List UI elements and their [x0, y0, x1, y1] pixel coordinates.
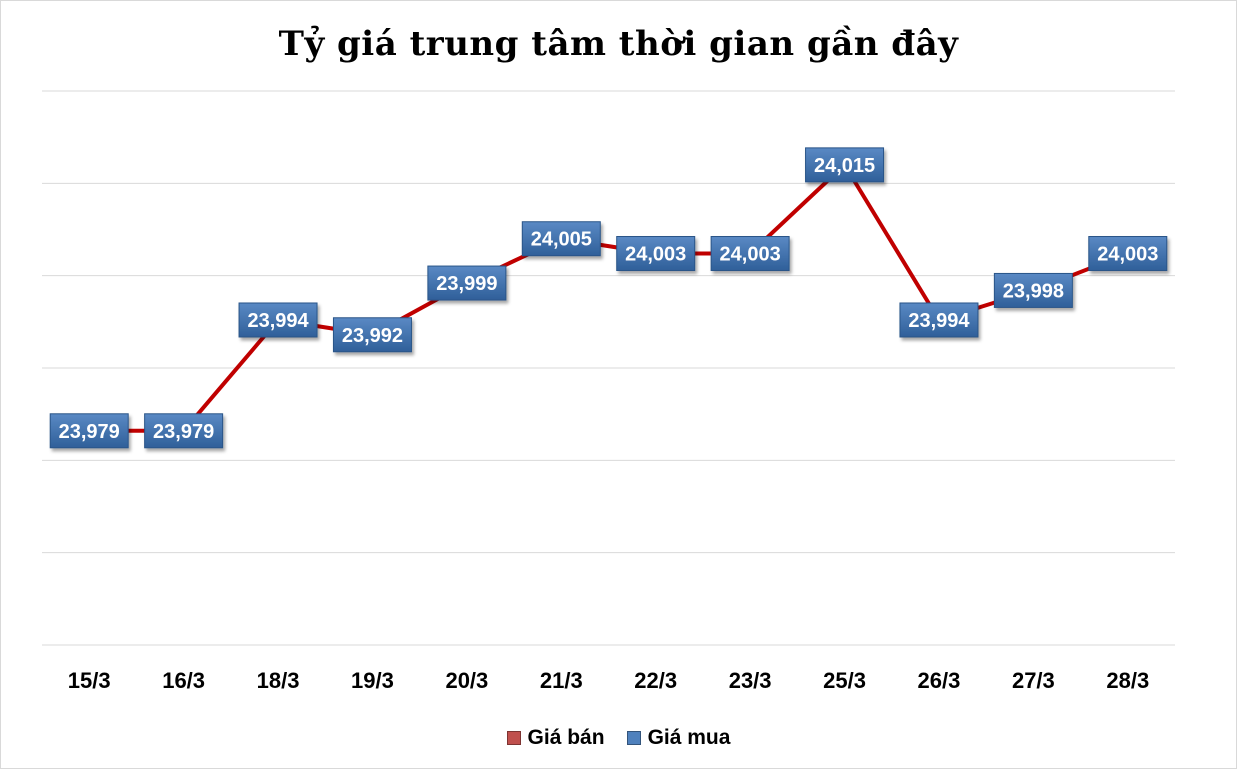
legend-swatch-gia-ban: [506, 731, 521, 745]
x-tick-label: 15/3: [68, 668, 111, 693]
data-label-box: [144, 413, 224, 449]
legend-item-gia-ban: Giá bán: [506, 726, 605, 750]
data-label-text: 23,998: [1003, 280, 1064, 302]
data-label: 24,003: [1088, 236, 1168, 272]
legend-label-gia-ban: Giá bán: [527, 726, 605, 749]
data-label: 23,979: [49, 413, 129, 449]
x-axis-ticks: 15/3 16/3 18/3 19/3 20/3 21/3 22/3 23/3 25/3 26/3…: [68, 668, 1149, 693]
data-label-box: [616, 236, 696, 272]
chart-title: Tỷ giá trung tâm thời gian gần đây: [278, 24, 959, 64]
data-label: 23,998: [993, 272, 1073, 308]
data-label: 24,015: [805, 147, 885, 183]
x-tick-label: 22/3: [634, 668, 677, 693]
data-label-box: [899, 302, 979, 338]
data-label: 24,003: [710, 236, 790, 272]
legend-item-gia-mua: Giá mua: [626, 726, 731, 750]
data-label-text: 23,994: [908, 310, 970, 332]
data-label-box: [993, 272, 1073, 308]
data-label-text: 23,992: [342, 325, 403, 347]
data-label-text: 24,015: [814, 155, 875, 177]
x-tick-label: 18/3: [257, 668, 300, 693]
x-tick-label: 21/3: [540, 668, 583, 693]
data-label-box: [238, 302, 318, 338]
data-label: 24,003: [616, 236, 696, 272]
x-tick-label: 28/3: [1106, 668, 1149, 693]
data-label-text: 24,003: [625, 244, 686, 266]
series-line-group: [89, 162, 1129, 433]
data-label: 24,005: [521, 221, 601, 257]
legend-swatch-gia-mua: [626, 731, 641, 745]
x-tick-label: 20/3: [445, 668, 488, 693]
data-label-box: [710, 236, 790, 272]
series-line-gia-ban: [89, 162, 1129, 433]
data-label-text: 23,994: [247, 310, 309, 332]
data-label-box: [805, 147, 885, 183]
data-label: 23,994: [899, 302, 979, 338]
data-label-box: [521, 221, 601, 257]
x-tick-label: 26/3: [918, 668, 961, 693]
gridlines: [42, 90, 1175, 646]
data-label: 23,992: [332, 317, 412, 353]
legend-label-gia-mua: Giá mua: [647, 726, 731, 749]
data-label-box: [332, 317, 412, 353]
data-label-box: [1088, 236, 1168, 272]
data-label-group: 23,979 23,979 23,994 23,992 23,999 24,005 24,0…: [49, 147, 1168, 449]
data-label-text: 24,003: [1097, 244, 1158, 266]
data-label-box: [49, 413, 129, 449]
data-label-text: 24,003: [720, 244, 781, 266]
x-tick-label: 16/3: [162, 668, 205, 693]
data-label-text: 23,979: [59, 421, 120, 443]
data-label: 23,999: [427, 265, 507, 301]
data-label-box: [427, 265, 507, 301]
x-tick-label: 23/3: [729, 668, 772, 693]
data-label: 23,994: [238, 302, 318, 338]
data-label-text: 23,979: [153, 421, 214, 443]
x-tick-label: 25/3: [823, 668, 866, 693]
x-tick-label: 19/3: [351, 668, 394, 693]
x-tick-label: 27/3: [1012, 668, 1055, 693]
data-label: 23,979: [144, 413, 224, 449]
data-label-text: 24,005: [531, 229, 592, 251]
data-label-text: 23,999: [436, 273, 497, 295]
legend: Giá bán Giá mua: [0, 726, 1237, 750]
